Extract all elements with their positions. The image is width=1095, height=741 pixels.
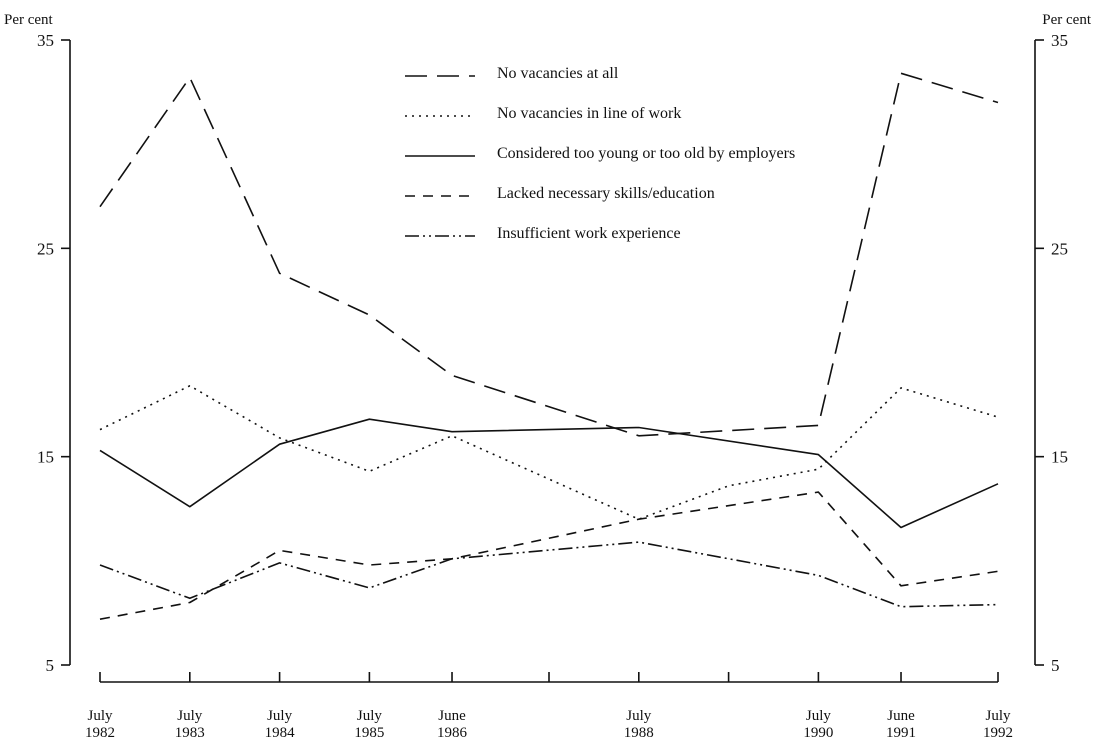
series-line-5: [99, 541, 999, 608]
right-tick-label: 15: [1051, 448, 1068, 467]
x-tick-year: 1983: [175, 725, 205, 741]
x-tick-month: July: [985, 708, 1011, 724]
x-tick-month: July: [177, 708, 203, 724]
right-tick-label: 5: [1051, 656, 1060, 675]
legend-label-1: No vacancies at all: [497, 65, 619, 82]
right-tick-label: 25: [1051, 239, 1068, 258]
left-y-axis: Per cent 5 15 25 35: [4, 12, 71, 675]
x-tick-month: July: [87, 708, 113, 724]
series-line-4: [99, 491, 999, 620]
left-tick-label: 15: [37, 448, 54, 467]
x-tick-year: 1982: [85, 725, 115, 741]
left-axis-label: Per cent: [4, 12, 54, 28]
left-tick-label: 25: [37, 239, 54, 258]
x-tick-year: 1986: [437, 725, 468, 741]
legend: No vacancies at all No vacancies in line …: [405, 65, 795, 242]
series-layer: [99, 72, 999, 620]
x-tick-year: 1992: [983, 725, 1013, 741]
x-tick-month: June: [887, 708, 915, 724]
x-tick-month: July: [357, 708, 383, 724]
right-y-axis: Per cent 5 15 25 35: [1034, 12, 1092, 675]
series-line-3: [99, 418, 999, 529]
legend-label-5: Insufficient work experience: [497, 225, 681, 242]
series-line-2: [99, 385, 999, 520]
right-tick-label: 35: [1051, 31, 1068, 50]
x-tick-month: July: [626, 708, 652, 724]
x-tick-month: July: [806, 708, 832, 724]
x-tick-year: 1990: [803, 725, 833, 741]
x-tick-year: 1988: [624, 725, 654, 741]
x-tick-year: 1985: [354, 725, 384, 741]
x-tick-year: 1991: [886, 725, 916, 741]
left-tick-label: 35: [37, 31, 54, 50]
x-tick-month: June: [438, 708, 466, 724]
legend-label-3: Considered too young or too old by emplo…: [497, 145, 795, 162]
right-axis-label: Per cent: [1042, 12, 1092, 28]
left-tick-label: 5: [46, 656, 55, 675]
legend-label-4: Lacked necessary skills/education: [497, 185, 715, 202]
x-axis: July1982July1983July1984July1985June1986…: [85, 672, 1013, 741]
legend-label-2: No vacancies in line of work: [497, 105, 681, 122]
series-line-1: [99, 72, 999, 437]
x-tick-month: July: [267, 708, 293, 724]
x-tick-year: 1984: [265, 725, 296, 741]
